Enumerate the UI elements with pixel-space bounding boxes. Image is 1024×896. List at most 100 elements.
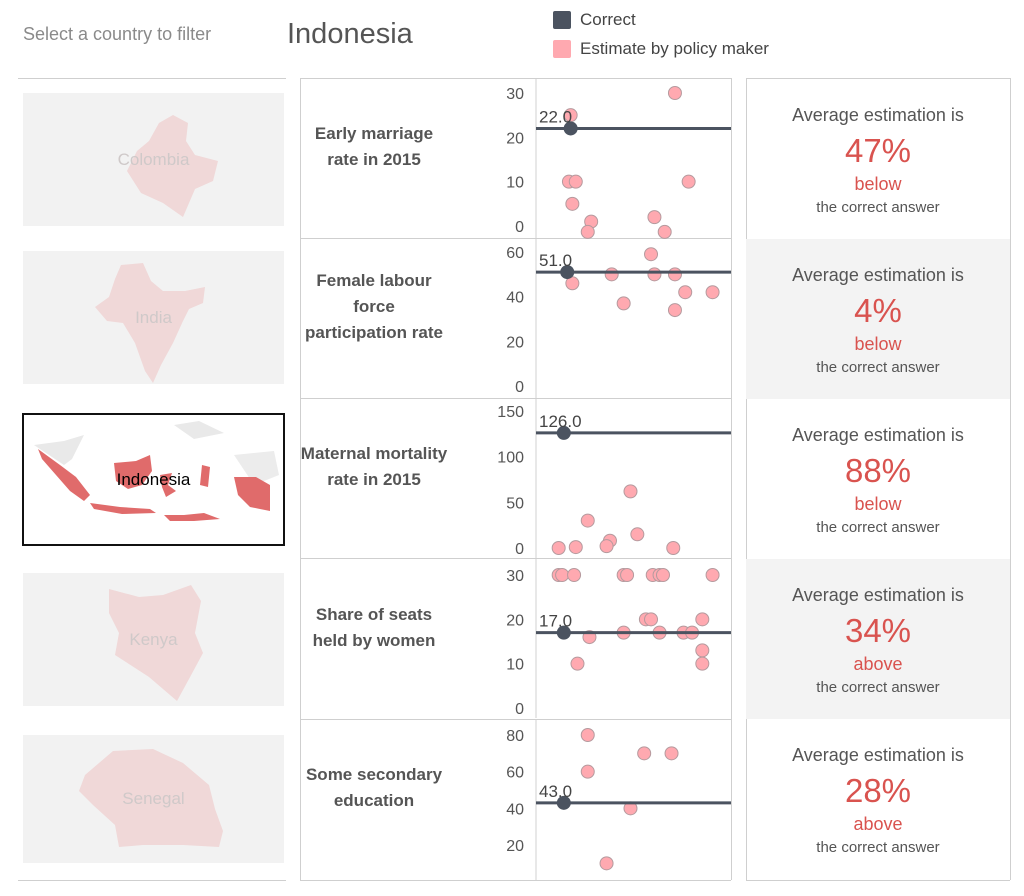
y-tick-label: 10: [506, 175, 524, 192]
estimate-point: [555, 568, 570, 582]
result-panel-seats-women: Average estimation is 34% above the corr…: [746, 559, 1010, 719]
kenya-map-shape: [109, 585, 203, 701]
estimate-point: [681, 174, 696, 189]
estimate-point: [565, 196, 580, 211]
metric-label-female-labour: Female labour force participation rate: [305, 271, 443, 342]
map-card-indonesia[interactable]: Indonesia: [22, 413, 285, 546]
result-direction: below: [854, 334, 902, 354]
correct-value-label: 22.0: [539, 107, 572, 126]
y-tick-label: 0: [515, 541, 524, 558]
y-tick-label: 20: [506, 838, 524, 855]
divider: [18, 880, 286, 881]
result-direction: below: [854, 494, 902, 514]
y-tick-label: 60: [506, 245, 524, 262]
estimate-point: [644, 247, 659, 262]
correct-value-label: 17.0: [539, 612, 572, 631]
correct-value-label: 51.0: [539, 251, 572, 270]
correct-point: [556, 795, 571, 810]
y-tick-label: 100: [497, 450, 524, 467]
result-direction: above: [853, 814, 903, 834]
legend: Correct Estimate by policy maker: [553, 5, 769, 63]
result-heading: Average estimation is: [792, 105, 964, 125]
estimate-point: [580, 224, 595, 239]
result-tail: the correct answer: [816, 519, 940, 536]
y-tick-label: 10: [506, 657, 524, 674]
correct-point: [563, 121, 578, 136]
y-tick-label: 80: [506, 728, 524, 745]
divider: [300, 398, 731, 399]
estimate-point: [616, 296, 631, 311]
estimate-point: [655, 568, 670, 582]
map-card-senegal[interactable]: Senegal: [23, 735, 284, 863]
estimate-point: [599, 539, 614, 554]
legend-swatch-estimate: [553, 39, 571, 58]
legend-item-estimate[interactable]: Estimate by policy maker: [553, 34, 769, 63]
senegal-map-shape: [79, 749, 223, 847]
divider: [300, 78, 301, 880]
estimate-point: [599, 856, 614, 871]
estimate-point: [570, 656, 585, 671]
estimate-point: [705, 285, 720, 300]
divider: [300, 558, 731, 559]
divider: [731, 78, 732, 880]
estimate-point: [695, 656, 710, 671]
metric-label-maternal-mortality: Maternal mortality rate in 2015: [300, 444, 448, 489]
metric-label-seats-women: Share of seats held by women: [312, 605, 436, 650]
y-tick-label: 20: [506, 334, 524, 351]
y-tick-label: 40: [506, 290, 524, 307]
result-percent: 28%: [844, 772, 912, 809]
estimate-point: [580, 764, 595, 779]
estimate-point: [630, 527, 645, 542]
estimate-point: [580, 513, 595, 528]
legend-item-correct[interactable]: Correct: [553, 5, 769, 34]
correct-value-label: 126.0: [539, 412, 582, 431]
divider: [300, 880, 731, 881]
map-label: Kenya: [129, 629, 178, 649]
legend-label-estimate: Estimate by policy maker: [580, 38, 769, 58]
y-tick-label: 50: [506, 495, 524, 512]
estimate-point: [644, 612, 659, 627]
estimate-point: [604, 267, 619, 282]
y-tick-label: 150: [497, 404, 524, 421]
y-tick-label: 0: [515, 701, 524, 718]
map-card-colombia[interactable]: Colombia: [23, 93, 284, 226]
divider: [1010, 78, 1011, 880]
estimate-point: [623, 484, 638, 499]
divider: [746, 78, 747, 880]
indonesia-map-shape: [34, 421, 279, 521]
estimate-point: [647, 267, 662, 282]
result-heading: Average estimation is: [792, 425, 964, 445]
result-percent: 4%: [854, 292, 902, 329]
divider: [746, 880, 1010, 881]
result-panel-secondary-education: Average estimation is 28% above the corr…: [746, 719, 1010, 879]
correct-point: [556, 425, 571, 440]
result-tail: the correct answer: [816, 839, 940, 856]
page-title: Indonesia: [287, 18, 413, 50]
y-tick-label: 20: [506, 130, 524, 147]
estimate-point: [637, 746, 652, 761]
correct-value-label: 43.0: [539, 782, 572, 801]
result-panel-maternal-mortality: Average estimation is 88% below the corr…: [746, 399, 1010, 559]
y-tick-label: 0: [515, 379, 524, 396]
y-tick-label: 0: [515, 219, 524, 236]
estimate-point: [620, 568, 635, 582]
estimate-point: [568, 540, 583, 555]
result-direction: above: [853, 654, 903, 674]
result-percent: 34%: [844, 612, 912, 649]
divider: [300, 238, 731, 239]
result-tail: the correct answer: [816, 359, 940, 376]
result-tail: the correct answer: [816, 679, 940, 696]
result-percent: 88%: [844, 452, 912, 489]
map-card-india[interactable]: India: [23, 251, 284, 384]
result-tail: the correct answer: [816, 199, 940, 216]
divider: [18, 78, 286, 79]
map-card-kenya[interactable]: Kenya: [23, 573, 284, 706]
estimate-point: [580, 728, 595, 742]
correct-point: [560, 265, 575, 280]
estimate-point: [647, 210, 662, 225]
map-label: India: [135, 307, 172, 327]
divider: [300, 78, 731, 79]
result-direction: below: [854, 174, 902, 194]
estimate-point: [664, 746, 679, 761]
